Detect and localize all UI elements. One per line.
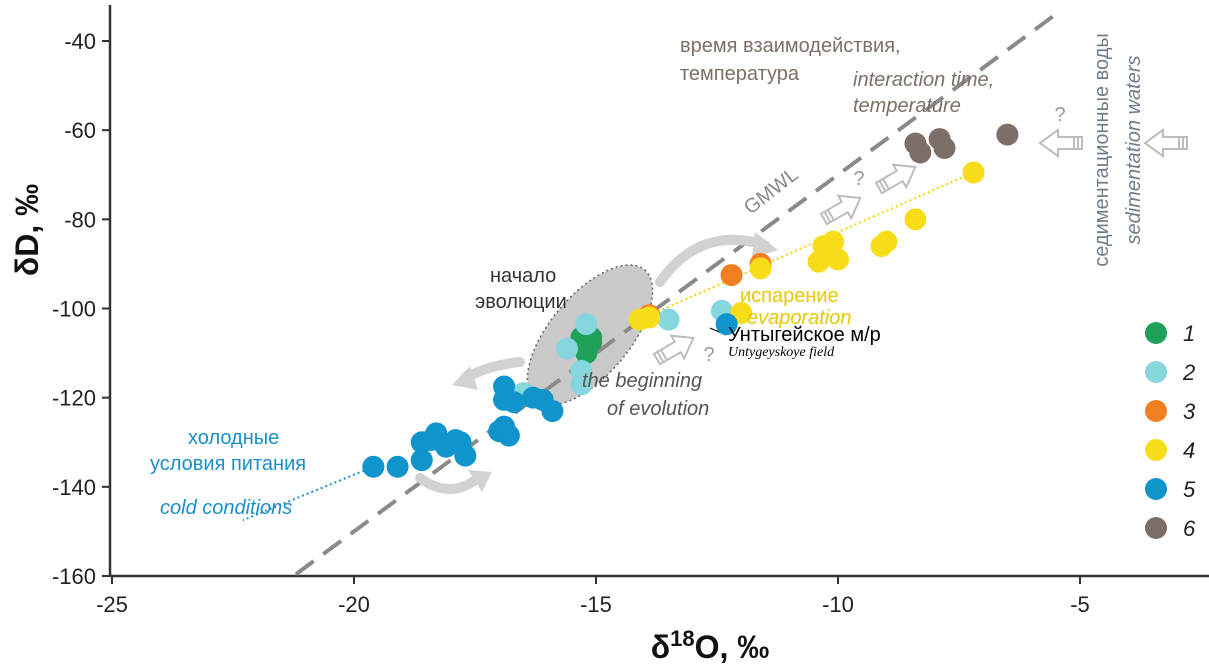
series-5-point: [386, 455, 409, 478]
y-tick-label: -80: [64, 207, 96, 232]
annotation-field-en: Untygeyskoye field: [728, 345, 835, 360]
annotation-cold-en: cold conditions: [160, 497, 292, 519]
x-tick-label: -25: [96, 592, 128, 617]
hollow-arrow-2: [819, 194, 862, 226]
series-6-point: [933, 137, 956, 159]
series-5-point: [362, 455, 385, 478]
series-4-point: [749, 257, 772, 280]
curved-arrow-left-head: [452, 366, 478, 390]
hollow-arrow-1: [652, 334, 695, 366]
question-mark-1: ?: [1054, 104, 1065, 126]
legend-label-5: 5: [1183, 477, 1196, 502]
hollow-arrow-3: [874, 163, 917, 195]
series-2-point: [555, 337, 578, 360]
x-tick-label: -20: [338, 592, 370, 617]
series-5-point: [410, 449, 433, 472]
series-4-point: [875, 230, 898, 253]
legend-label-6: 6: [1183, 516, 1196, 541]
legend-marker-5: [1145, 478, 1167, 500]
y-axis-title: δD, ‰: [9, 184, 45, 276]
x-tick-label: -10: [822, 592, 854, 617]
series-6-point: [909, 141, 932, 164]
curved-arrow-bottom-head: [468, 470, 492, 492]
hollow-arrow-sed-1: [1038, 128, 1083, 158]
x-tick-label: -15: [580, 592, 612, 617]
annotation-interaction-ru-1: время взаимодействия,: [680, 35, 901, 57]
series-4-point: [638, 306, 661, 329]
annotation-evap-ru: испарение: [740, 285, 839, 307]
legend-label-3: 3: [1183, 399, 1196, 424]
curved-arrow-top: [655, 234, 770, 287]
series-1-point: [580, 330, 603, 353]
GMWL-line: [294, 9, 1062, 576]
legend-label-1: 1: [1183, 321, 1195, 346]
series-2-point: [570, 373, 593, 396]
legend-marker-2: [1145, 361, 1167, 383]
annotation-sed-en: sedimentation waters: [1123, 56, 1145, 245]
x-axis-title: δ18O, ‰: [651, 626, 770, 665]
annotation-start-en-2: of evolution: [607, 398, 709, 420]
annotation-interaction-en-2: temperature: [853, 95, 961, 117]
series-5-point: [493, 388, 516, 411]
y-tick-label: -100: [52, 297, 96, 322]
annotation-start-ru-1: начало: [490, 265, 556, 287]
question-mark-3: ?: [703, 344, 714, 366]
annotation-interaction-en-1: interaction time,: [853, 69, 994, 91]
annotation-start-en-1: the beginning: [582, 370, 702, 392]
series-2-point: [575, 313, 598, 336]
y-tick-label: -120: [52, 386, 96, 411]
series-2-point: [657, 308, 680, 331]
legend-label-4: 4: [1183, 438, 1195, 463]
curved-arrow-left: [460, 357, 525, 383]
annotation-cold-ru-1: холодные: [188, 427, 279, 449]
annotation-interaction-ru-2: температура: [680, 63, 800, 85]
series-5-point: [541, 400, 564, 423]
evaporation-trend-line: [639, 171, 974, 321]
annotation-evap-en: evaporation: [747, 307, 852, 329]
x-tick-label: -5: [1070, 592, 1090, 617]
legend-label-2: 2: [1182, 360, 1195, 385]
legend-marker-4: [1145, 439, 1167, 461]
series-6-point: [996, 123, 1019, 146]
annotation-field-ru: Унтыгейское м/р: [728, 324, 881, 346]
annotation-sed-ru: седиментационные воды: [1091, 33, 1113, 267]
series-5-point: [497, 424, 520, 447]
legend-marker-3: [1145, 400, 1167, 422]
series-4-point: [827, 248, 849, 271]
series-4-point: [822, 230, 845, 253]
series-4-point: [904, 208, 927, 231]
cold-trend-line: [242, 465, 374, 522]
legend-marker-6: [1145, 517, 1167, 539]
y-tick-label: -40: [64, 29, 96, 54]
curved-arrow-bottom: [415, 473, 483, 494]
y-tick-label: -160: [52, 564, 96, 589]
series-3-point: [720, 264, 743, 287]
series-4-point: [962, 161, 985, 184]
hollow-arrow-sed-2: [1143, 128, 1188, 158]
series-5-point: [410, 431, 433, 454]
series-5-point: [715, 313, 738, 336]
y-tick-label: -140: [52, 475, 96, 500]
gmwl-label: GMWL: [740, 163, 803, 219]
annotation-cold-ru-2: условия питания: [150, 453, 306, 475]
legend-marker-1: [1145, 322, 1167, 344]
y-tick-label: -60: [64, 118, 96, 143]
question-mark-2: ?: [853, 168, 864, 190]
annotation-start-ru-2: эволюции: [475, 291, 567, 313]
curved-arrow-top-head: [752, 232, 778, 258]
